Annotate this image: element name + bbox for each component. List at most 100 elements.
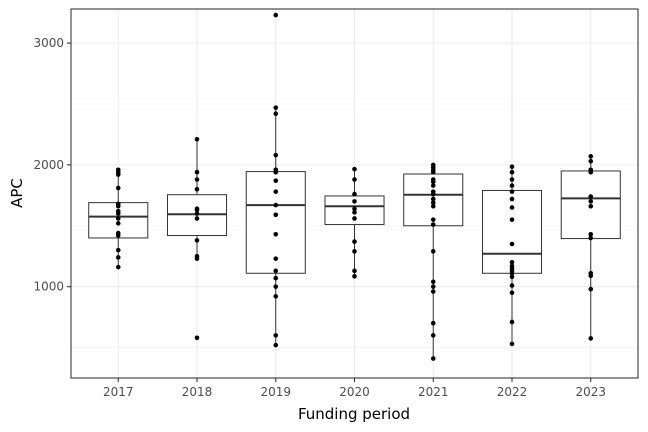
data-point (509, 164, 515, 170)
data-point (352, 268, 357, 274)
data-point (588, 270, 594, 276)
data-point (430, 183, 436, 188)
data-point (273, 256, 279, 261)
data-point (273, 12, 279, 18)
data-point (194, 238, 200, 243)
data-point (115, 185, 121, 191)
y-axis: 1000 2000 3000 (33, 36, 71, 294)
data-point (430, 200, 436, 205)
data-point (509, 260, 515, 265)
data-point (273, 152, 279, 158)
data-point (194, 216, 200, 221)
data-point (115, 216, 121, 221)
y-tick-label: 2000 (33, 158, 64, 172)
data-point (352, 249, 357, 254)
data-point (430, 189, 436, 194)
data-point (273, 105, 279, 110)
data-point (430, 196, 436, 202)
data-point (352, 239, 357, 244)
data-point (273, 268, 279, 274)
data-point (588, 154, 594, 159)
data-point (509, 319, 515, 325)
data-point (509, 169, 515, 175)
data-point (588, 194, 594, 199)
data-point (430, 320, 436, 326)
data-point (430, 284, 436, 289)
data-point (273, 189, 279, 194)
data-point (352, 274, 357, 279)
data-point (115, 255, 121, 260)
data-point (352, 191, 357, 197)
data-point (115, 208, 121, 214)
x-tick-label: 2020 (339, 385, 370, 399)
data-point (352, 166, 357, 172)
data-point (352, 210, 357, 215)
data-point (194, 169, 200, 175)
data-point (430, 177, 436, 182)
data-point (509, 283, 515, 288)
data-point (509, 205, 515, 210)
x-tick-label: 2019 (260, 385, 291, 399)
data-point (509, 217, 515, 222)
data-point (273, 342, 279, 348)
data-point (115, 201, 121, 207)
data-point (588, 203, 594, 209)
data-point (273, 284, 279, 289)
y-tick-label: 1000 (33, 280, 64, 294)
data-point (430, 203, 436, 209)
data-point (115, 247, 121, 253)
data-point (588, 199, 594, 204)
y-tick-label: 3000 (33, 36, 64, 50)
x-axis: 2017 2018 2019 2020 2021 2022 2023 (103, 378, 606, 399)
x-tick-label: 2021 (418, 385, 449, 399)
data-point (273, 212, 279, 218)
data-point (194, 186, 200, 192)
data-point (273, 111, 279, 117)
data-point (352, 177, 357, 182)
data-point (588, 235, 594, 241)
box-2022 (481, 189, 543, 274)
data-point (352, 206, 357, 212)
data-point (115, 221, 121, 226)
x-tick-label: 2018 (182, 385, 213, 399)
data-point (509, 290, 515, 296)
data-point (273, 167, 279, 173)
data-point (509, 341, 515, 347)
data-point (352, 216, 357, 221)
data-point (430, 217, 436, 222)
data-point (115, 167, 121, 173)
data-point (194, 137, 200, 142)
data-point (588, 336, 594, 341)
data-point (430, 289, 436, 294)
data-point (273, 178, 279, 184)
data-point (588, 286, 594, 292)
x-tick-label: 2022 (497, 385, 528, 399)
data-point (194, 177, 200, 182)
data-point (509, 177, 515, 182)
x-tick-label: 2023 (575, 385, 606, 399)
data-point (588, 231, 594, 237)
data-point (352, 199, 357, 204)
data-point (509, 274, 515, 280)
data-point (509, 189, 515, 194)
data-point (273, 275, 279, 281)
data-point (115, 230, 121, 236)
data-point (273, 231, 279, 237)
data-point (273, 333, 279, 338)
data-point (273, 294, 279, 299)
data-point (194, 206, 200, 212)
data-point (509, 263, 515, 269)
data-point (509, 183, 515, 188)
data-point (588, 167, 594, 173)
data-points (115, 12, 594, 361)
data-point (194, 335, 200, 341)
data-point (430, 249, 436, 254)
data-point (430, 162, 436, 168)
data-point (430, 333, 436, 338)
data-point (273, 202, 279, 208)
data-point (194, 253, 200, 259)
data-point (430, 222, 436, 227)
data-point (509, 241, 515, 247)
data-point (430, 279, 436, 285)
